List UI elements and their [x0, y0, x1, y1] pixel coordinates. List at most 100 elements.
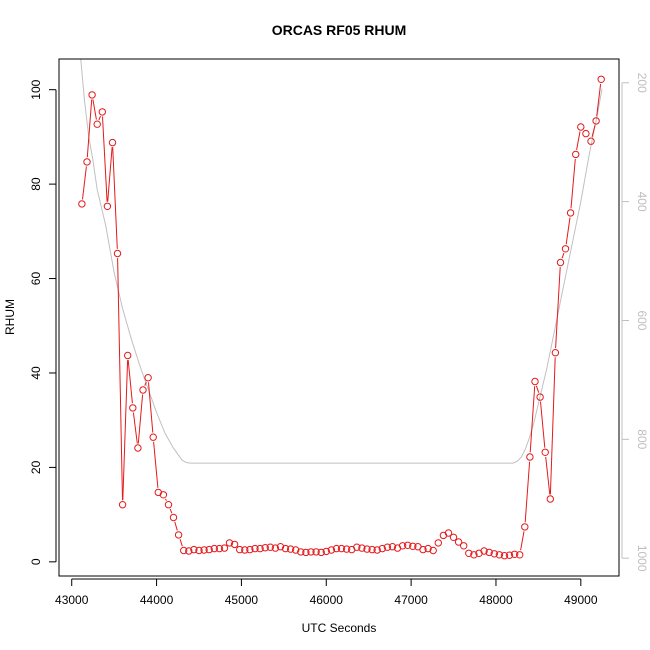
data-point	[465, 549, 473, 557]
data-point	[546, 495, 554, 503]
series-segment	[549, 357, 556, 495]
x-tick-label: 44000	[140, 593, 174, 607]
data-point	[108, 138, 117, 147]
data-point	[118, 501, 127, 509]
data-point	[383, 543, 392, 551]
series-segment	[561, 252, 565, 259]
data-point	[307, 548, 315, 556]
series-segment	[535, 385, 540, 393]
data-point	[577, 123, 585, 131]
series-segment	[169, 508, 173, 514]
series-segment	[86, 99, 93, 158]
y-tick-label: 100	[29, 79, 43, 99]
series-segment	[107, 147, 113, 202]
data-point	[409, 542, 417, 550]
x-tick-label: 48000	[479, 593, 513, 607]
series-segment	[165, 498, 167, 501]
data-point	[134, 444, 142, 452]
data-point	[103, 202, 112, 211]
data-point	[572, 150, 580, 159]
series-segment	[555, 267, 561, 349]
series-segment	[112, 147, 118, 249]
data-point	[78, 200, 86, 208]
data-point	[266, 543, 274, 551]
y2-tick-label: 1000	[635, 545, 649, 572]
series-segment	[529, 386, 536, 453]
data-point	[398, 542, 407, 550]
y-tick-label: 60	[29, 272, 43, 286]
series-segment	[82, 166, 87, 200]
data-point	[566, 209, 575, 217]
data-point	[225, 539, 234, 547]
y2-tick-label: 800	[635, 429, 649, 449]
data-point	[164, 501, 173, 509]
series-segment	[92, 99, 97, 120]
data-point	[124, 351, 132, 360]
data-point	[419, 545, 427, 554]
data-point	[424, 544, 432, 553]
data-point	[327, 546, 336, 554]
secondary-series-line	[80, 59, 603, 464]
series-segment	[540, 401, 546, 448]
y-axis: 0 20 40 60 80 100	[29, 79, 57, 565]
data-point	[500, 552, 509, 560]
x-tick-label: 49000	[564, 593, 598, 607]
data-point	[363, 545, 371, 553]
series-segment	[127, 360, 133, 404]
series-segment	[596, 83, 602, 117]
data-point	[317, 548, 325, 557]
y-tick-label: 40	[29, 366, 43, 380]
series-segment	[565, 217, 571, 245]
data-point	[210, 544, 219, 553]
data-point	[261, 544, 269, 552]
series-segment	[174, 521, 178, 531]
data-point	[241, 546, 249, 554]
data-point	[337, 544, 346, 553]
data-point	[215, 544, 224, 553]
data-point	[220, 544, 229, 552]
plot-frame	[58, 58, 620, 577]
data-point	[587, 137, 595, 145]
data-point	[246, 545, 254, 554]
y-axis-label: RHUM	[3, 299, 17, 335]
y2-tick-label: 600	[635, 310, 649, 330]
data-point	[149, 433, 157, 441]
data-point	[185, 547, 193, 555]
x-tick-label: 47000	[394, 593, 428, 607]
data-point	[480, 547, 488, 555]
y2-tick-label: 400	[635, 192, 649, 212]
data-point	[429, 546, 437, 555]
series-segment	[122, 360, 129, 501]
data-point	[592, 117, 600, 125]
data-point	[205, 545, 213, 554]
data-point	[180, 546, 188, 555]
data-point	[83, 158, 91, 166]
data-point	[302, 548, 310, 557]
data-point	[297, 548, 305, 556]
data-point	[378, 544, 386, 553]
series-segment	[144, 381, 147, 386]
data-point	[353, 543, 361, 551]
data-point	[597, 75, 605, 84]
data-point	[495, 551, 504, 559]
data-point	[505, 551, 514, 559]
data-point	[93, 120, 101, 128]
series-segment	[591, 125, 596, 137]
data-point	[322, 547, 330, 556]
data-point	[200, 546, 208, 554]
data-point	[470, 551, 478, 559]
data-point	[195, 546, 203, 555]
data-point	[271, 544, 280, 552]
series-segment	[102, 116, 108, 202]
plot-series	[78, 59, 605, 560]
series-segment	[132, 412, 138, 444]
x-tick-label: 43000	[55, 593, 89, 607]
series-segment	[524, 461, 531, 523]
series-segment	[98, 115, 101, 121]
data-point	[449, 533, 458, 541]
data-point	[454, 538, 463, 546]
data-point	[113, 249, 122, 258]
data-point	[281, 544, 290, 553]
y2-tick-label: 200	[635, 73, 649, 93]
